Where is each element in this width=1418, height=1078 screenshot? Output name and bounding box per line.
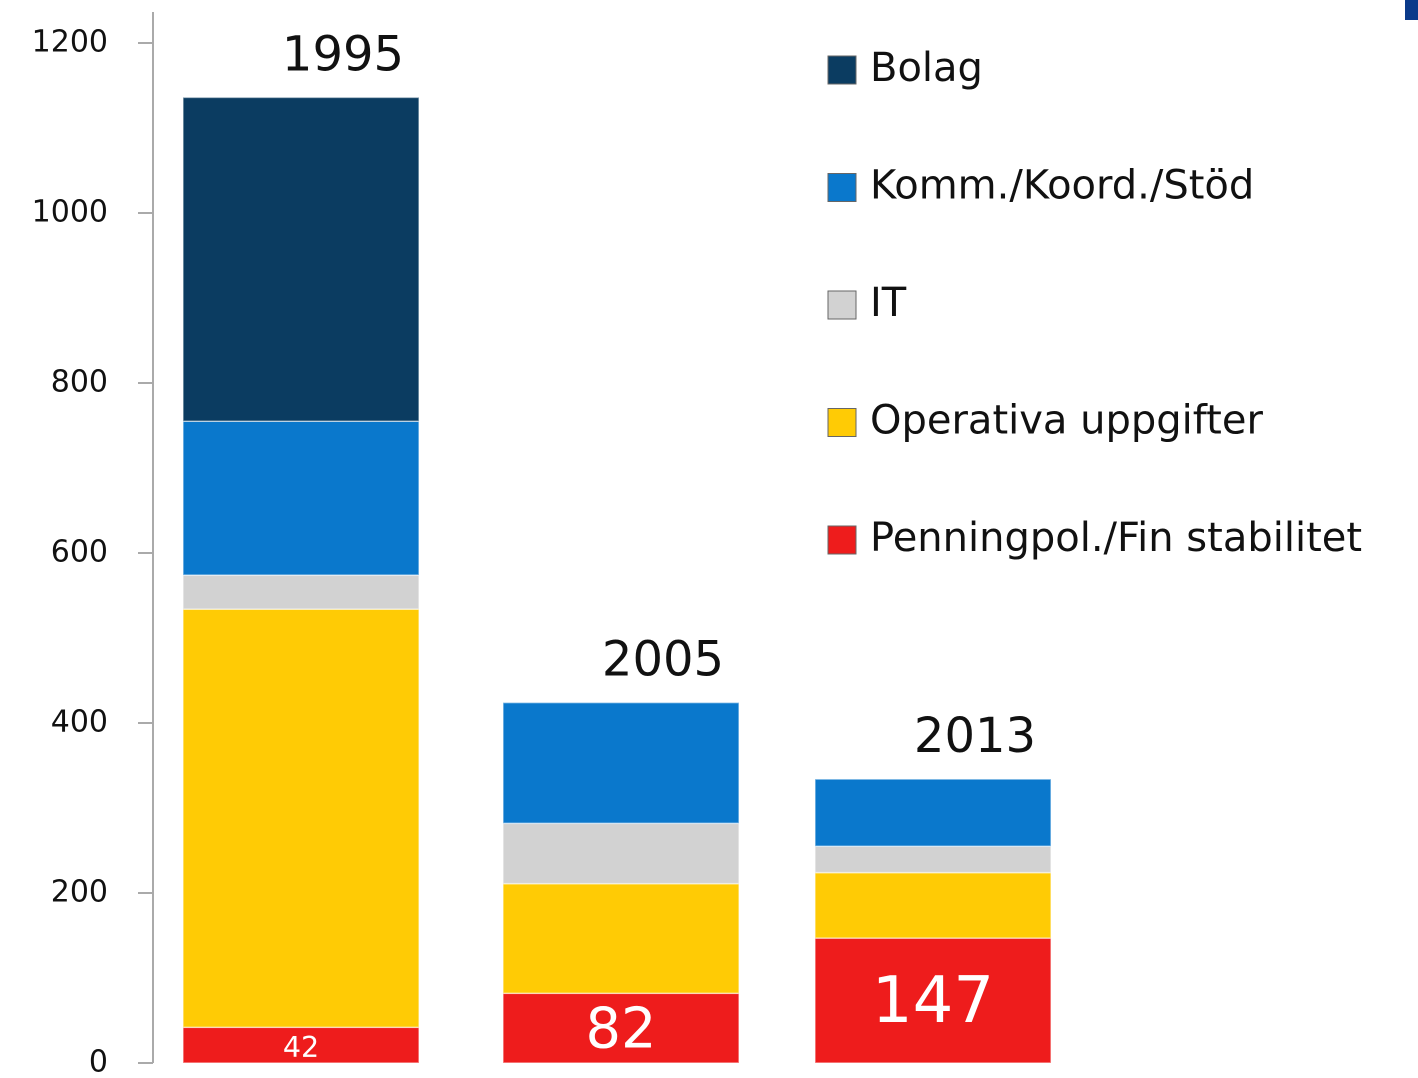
data-label: 42 [283, 1030, 319, 1064]
legend-label: Penningpol./Fin stabilitet [870, 515, 1362, 561]
bar-segment [182, 420, 420, 576]
y-tick-label: 1200 [32, 25, 108, 60]
legend-marker [827, 55, 857, 85]
bar-segment [182, 96, 420, 423]
bar-segment [182, 608, 420, 1029]
legend-marker [827, 525, 857, 555]
bar-segment [502, 701, 740, 825]
category-label: 1995 [282, 26, 404, 82]
bar-segment [814, 871, 1052, 939]
bar-segment [502, 822, 740, 885]
y-tick-label: 200 [51, 875, 108, 910]
legend-label: Operativa uppgifter [870, 398, 1263, 444]
bar-segment [814, 937, 1052, 1064]
legend-label: IT [870, 280, 907, 326]
data-label: 147 [872, 964, 994, 1038]
y-tick-label: 0 [89, 1045, 108, 1078]
legend-label: Bolag [870, 45, 983, 91]
bar-segment [182, 1026, 420, 1064]
legend-marker [827, 290, 857, 320]
y-tick-label: 600 [51, 535, 108, 570]
bar-segment [814, 845, 1052, 874]
bar-segment [182, 574, 420, 610]
corner-decoration [1405, 0, 1418, 20]
legend-label: Komm./Koord./Stöd [870, 163, 1254, 209]
legend-marker [827, 173, 857, 202]
bar-segment [502, 882, 740, 995]
bar-segment [814, 778, 1052, 847]
legend-marker [827, 408, 857, 437]
bar-segment [502, 992, 740, 1064]
y-tick-label: 1000 [32, 195, 108, 230]
data-label: 82 [586, 996, 657, 1061]
y-tick-label: 400 [51, 705, 108, 740]
category-label: 2005 [602, 632, 724, 688]
y-tick-label: 800 [51, 365, 108, 400]
category-label: 2013 [914, 708, 1036, 764]
